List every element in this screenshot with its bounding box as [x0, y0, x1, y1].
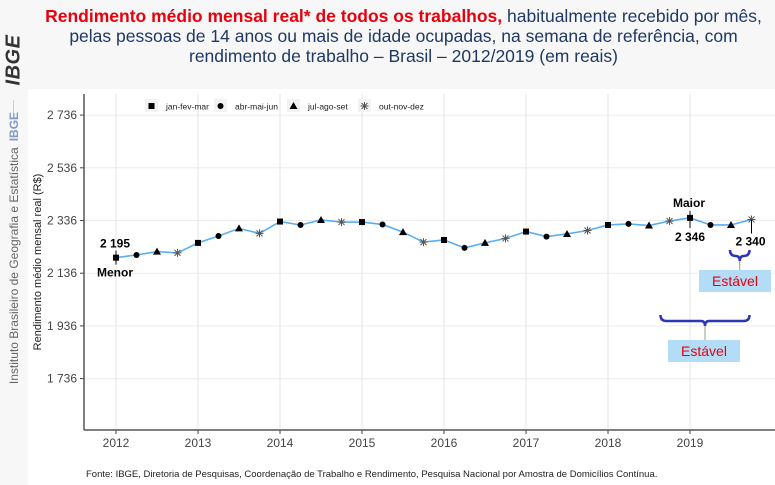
x-tick-label: 2015 [349, 436, 376, 450]
title-highlight: Rendimento médio mensal real* de todos o… [45, 6, 503, 26]
y-tick-label: 2 536 [47, 161, 77, 175]
y-tick-label: 2 136 [47, 266, 77, 280]
stable-label: Estável [681, 343, 727, 359]
source-note: Fonte: IBGE, Diretoria de Pesquisas, Coo… [86, 469, 658, 480]
x-tick-label: 2017 [513, 436, 540, 450]
annotations: 2 195 Menor Maior 2 346 2 340 Estável Estável [97, 196, 771, 362]
asterisk-stroke [174, 249, 181, 257]
legend-label: jan-fev-mar [165, 102, 209, 112]
data-point-2013T4 [255, 229, 264, 238]
stable-callout: Estável [699, 249, 771, 292]
logo-separator [13, 100, 14, 114]
sidebar: IBGE Instituto Brasileiro de Geografia e… [0, 0, 28, 485]
data-point-2018T2 [625, 220, 632, 227]
value-label: 2 340 [735, 234, 765, 248]
x-tick-label: 2018 [595, 436, 622, 450]
data-point-2017T3 [563, 229, 571, 237]
data-point-2013T2 [215, 233, 222, 240]
data-point-2018T3 [645, 221, 653, 229]
asterisk-stroke [584, 227, 591, 234]
value-label: 2 346 [675, 230, 705, 244]
asterisk-stroke [338, 218, 345, 226]
data-point-2014T3 [317, 215, 325, 223]
legend-label: abr-mai-jun [235, 102, 278, 112]
triangle-icon [289, 102, 298, 109]
data-point-2016T2 [461, 244, 468, 251]
annotation: 2 340 [735, 219, 766, 248]
legend-label: jul-ago-set [307, 102, 348, 112]
page-title: Rendimento médio mensal real* de todos o… [36, 6, 771, 66]
data-point-2015T1 [359, 219, 365, 226]
legend-item-jan-fev-mar: jan-fev-mar [145, 99, 209, 112]
square-icon [148, 103, 155, 109]
data-point-2019T3 [727, 220, 735, 228]
annotation: 2 195 Menor [97, 237, 133, 280]
data-point-2013T3 [235, 224, 243, 232]
stable-label: Estável [712, 273, 758, 289]
data-point-2016T1 [441, 236, 447, 243]
data-point-2016T4 [501, 234, 510, 243]
circle-icon [217, 103, 224, 109]
data-point-2014T1 [277, 218, 283, 225]
data-point-2013T1 [195, 239, 201, 246]
asterisk-stroke [666, 217, 673, 225]
asterisk-stroke [256, 230, 263, 237]
brace-icon [659, 314, 751, 327]
data-point-2017T1 [523, 228, 529, 235]
x-tick-label: 2016 [431, 436, 458, 450]
axes: 1 736 1 936 2 136 2 336 2 536 2 736 2012 2013 20… [47, 94, 775, 450]
legend-label: out-nov-dez [379, 102, 424, 112]
legend-item-abr-mai-jun: abr-mai-jun [214, 99, 278, 112]
y-tick-label: 1 736 [47, 372, 77, 386]
data-point-2018T4 [665, 217, 674, 226]
x-tick-label: 2013 [185, 436, 212, 450]
y-axis-label: Rendimento médio mensal real (R$) [32, 174, 44, 351]
brace-icon [728, 249, 751, 262]
value-label: 2 195 [100, 237, 130, 251]
legend: jan-fev-mar abr-mai-jun jul-ago-set out-nov… [145, 99, 424, 112]
data-point-2012T2 [133, 252, 140, 259]
y-tick-label: 2 736 [47, 108, 77, 122]
legend-item-out-nov-dez: out-nov-dez [358, 99, 424, 112]
asterisk-stroke [420, 238, 427, 246]
tag-label: Menor [97, 266, 133, 280]
data-point-2017T2 [543, 233, 550, 240]
data-point-2017T4 [583, 226, 592, 235]
grid-lines [84, 94, 775, 430]
stable-box [668, 340, 740, 362]
stable-box [699, 270, 771, 292]
data-point-2019T2 [707, 221, 714, 228]
annotation: Maior 2 346 [673, 196, 705, 244]
legend-item-jul-ago-set: jul-ago-set [287, 99, 348, 112]
y-tick-label: 2 336 [47, 214, 77, 228]
data-point-2014T4 [337, 218, 346, 227]
asterisk-icon [360, 102, 369, 110]
x-tick-label: 2019 [677, 436, 704, 450]
chart-panel [28, 89, 775, 485]
stable-callout: Estável [659, 314, 751, 362]
data-point-2012T3 [153, 247, 161, 255]
title-rest: habitualmente recebido por mês, pelas pe… [69, 6, 762, 66]
x-tick-label: 2014 [267, 436, 294, 450]
x-tick-label: 2012 [103, 436, 130, 450]
asterisk-stroke [502, 235, 509, 242]
series [113, 214, 756, 261]
data-point-2018T1 [605, 221, 611, 228]
series-line [115, 217, 752, 259]
data-point-2015T3 [399, 228, 407, 236]
tag-label: Maior [673, 196, 705, 210]
asterisk-stroke [361, 102, 368, 110]
y-tick-label: 1 936 [47, 319, 77, 333]
data-point-2016T3 [481, 238, 489, 246]
data-point-2015T2 [379, 221, 386, 228]
data-point-2014T2 [297, 221, 304, 228]
data-point-2015T4 [419, 238, 428, 247]
data-point-2012T4 [173, 248, 182, 257]
